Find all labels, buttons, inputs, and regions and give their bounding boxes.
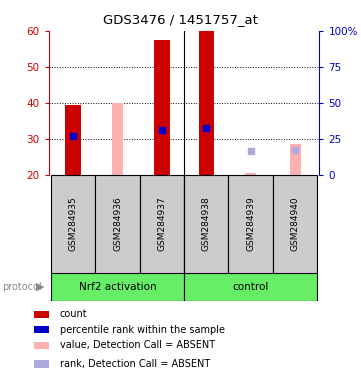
Text: Nrf2 activation: Nrf2 activation bbox=[79, 282, 156, 292]
Text: count: count bbox=[60, 309, 87, 319]
Bar bbox=[154, 40, 170, 175]
Bar bbox=[184, 175, 229, 273]
Bar bbox=[65, 104, 81, 175]
Bar bbox=[229, 175, 273, 273]
Bar bbox=[95, 175, 140, 273]
Bar bbox=[245, 173, 256, 175]
Text: GDS3476 / 1451757_at: GDS3476 / 1451757_at bbox=[103, 13, 258, 26]
Bar bbox=[51, 175, 95, 273]
Text: GSM284936: GSM284936 bbox=[113, 196, 122, 251]
Text: percentile rank within the sample: percentile rank within the sample bbox=[60, 325, 225, 335]
Bar bbox=[199, 31, 214, 175]
Bar bbox=[51, 273, 184, 301]
Text: control: control bbox=[232, 282, 269, 292]
Text: GSM284938: GSM284938 bbox=[202, 196, 211, 251]
Bar bbox=[34, 342, 49, 349]
Text: GSM284935: GSM284935 bbox=[69, 196, 78, 251]
Bar bbox=[290, 144, 301, 175]
Bar bbox=[140, 175, 184, 273]
Bar bbox=[34, 311, 49, 318]
Text: value, Detection Call = ABSENT: value, Detection Call = ABSENT bbox=[60, 341, 215, 351]
Text: protocol: protocol bbox=[2, 282, 42, 292]
Text: GSM284939: GSM284939 bbox=[246, 196, 255, 251]
Bar bbox=[34, 361, 49, 367]
Text: rank, Detection Call = ABSENT: rank, Detection Call = ABSENT bbox=[60, 359, 210, 369]
Bar bbox=[273, 175, 317, 273]
Bar bbox=[34, 326, 49, 333]
Bar bbox=[184, 273, 317, 301]
Text: GSM284937: GSM284937 bbox=[157, 196, 166, 251]
Bar bbox=[112, 103, 123, 175]
Text: ▶: ▶ bbox=[36, 282, 45, 292]
Text: GSM284940: GSM284940 bbox=[291, 196, 300, 251]
